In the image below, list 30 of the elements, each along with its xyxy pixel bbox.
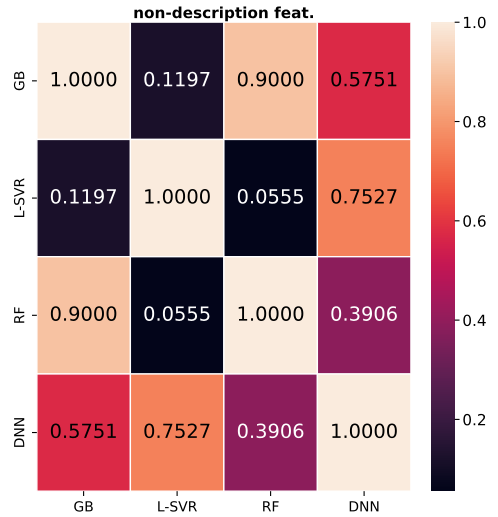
data-label: 0.0555	[144, 306, 210, 321]
y-tick-label: GB	[14, 72, 24, 90]
data-label: 1.0000	[145, 189, 210, 204]
data-label: 0.0555	[238, 189, 303, 204]
color-bar-label: 0.4	[463, 314, 486, 326]
color-bar-label: 1.0	[464, 16, 486, 28]
color-bar-label: 0.2	[463, 414, 486, 426]
data-label: 0.1197	[144, 72, 210, 86]
data-label: 0.3906	[331, 306, 397, 321]
data-label: 0.9000	[238, 72, 304, 86]
y-tick-label: DNN	[14, 418, 24, 447]
data-label: 0.5751	[331, 72, 396, 86]
data-label: 0.7527	[331, 189, 396, 204]
chart-title: non-description feat.	[134, 6, 313, 22]
data-label: 1.0000	[238, 306, 304, 321]
x-tick-label: GB	[74, 501, 93, 512]
data-label: 1.0000	[52, 72, 116, 86]
data-label: 0.5751	[50, 423, 116, 438]
y-tick-label: L-SVR	[14, 178, 24, 217]
x-tick-label: L-SVR	[158, 501, 197, 512]
data-label: 0.3906	[238, 423, 304, 438]
data-label: 1.0000	[332, 423, 397, 438]
data-label: 0.7527	[144, 423, 210, 438]
x-tick-label: DNN	[350, 501, 378, 512]
data-label: 0.9000	[50, 306, 116, 321]
color-bar-label: 0.8	[463, 116, 486, 128]
x-tick-label: RF	[263, 501, 279, 512]
color-bar-label: 0.6	[463, 215, 486, 227]
y-tick-label: RF	[14, 307, 24, 323]
data-label: 0.1197	[50, 189, 116, 204]
